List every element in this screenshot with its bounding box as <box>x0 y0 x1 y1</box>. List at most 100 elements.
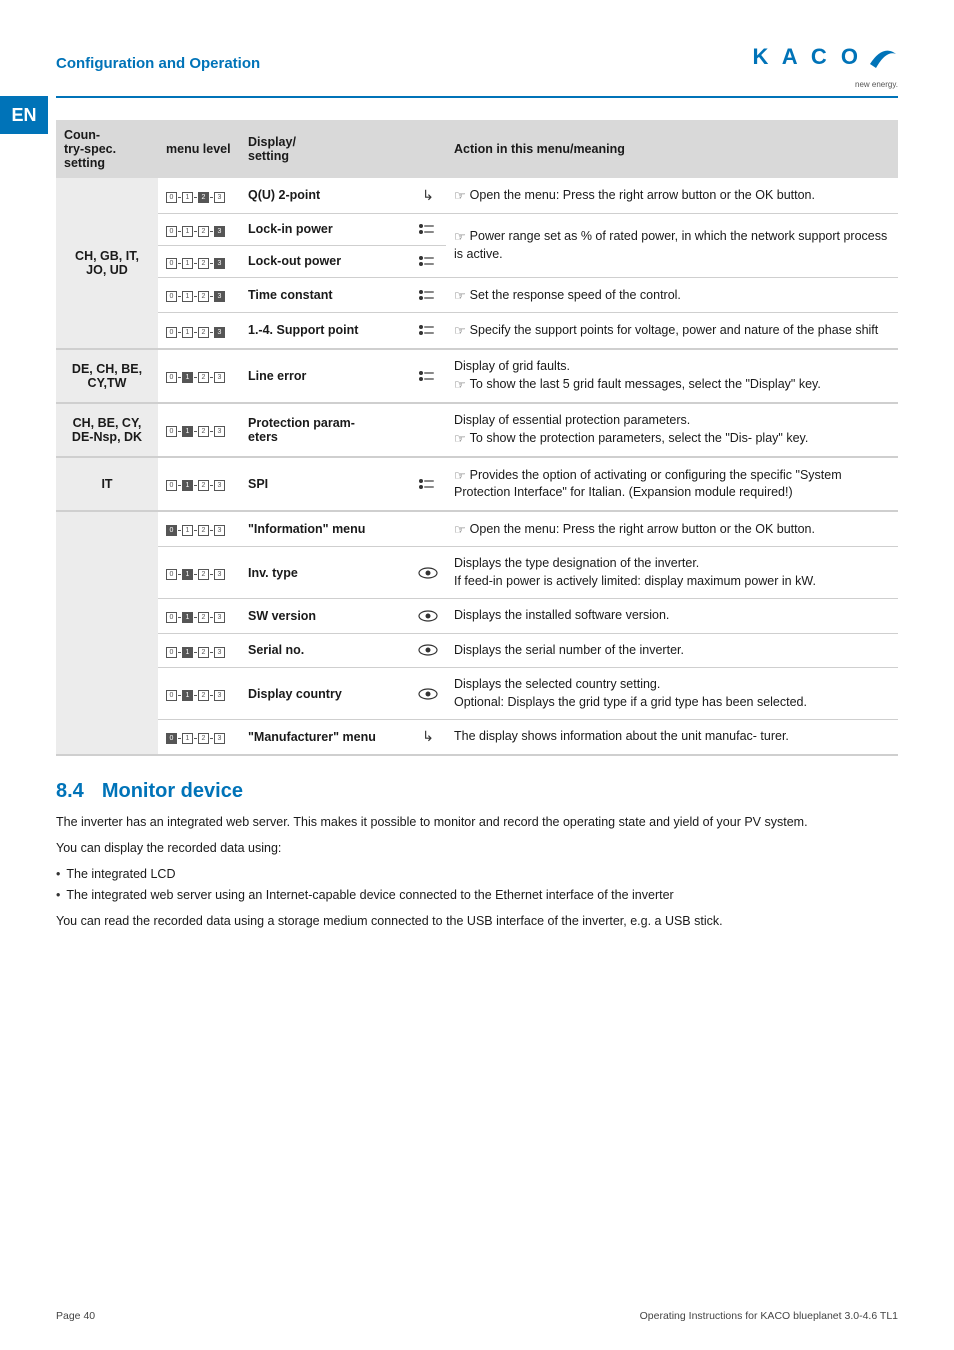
table-row: 0123 "Information" menu ☞Open the menu: Pr… <box>56 511 898 547</box>
table-row: 0123Time constant☞Set the response speed… <box>56 277 898 313</box>
menu-level-cell: 0123 <box>158 213 240 245</box>
table-row: 0123 1.-4. Support point ☞Specify the supp… <box>56 313 898 349</box>
action-cell: ☞Specify the support points for voltage,… <box>446 313 898 349</box>
heading-text: Monitor device <box>102 780 243 802</box>
hand-icon: ☞ <box>454 187 466 205</box>
type-icon-cell <box>410 457 446 511</box>
heading-8-4: 8.4 Monitor device <box>56 780 898 803</box>
submenu-arrow-icon: ↳ <box>422 728 434 744</box>
slider-icon <box>418 323 438 337</box>
type-icon-cell <box>410 313 446 349</box>
display-cell: Time constant <box>240 277 410 313</box>
table-row: CH, GB, IT, JO, UD0123Q(U) 2-point↳☞Open… <box>56 178 898 213</box>
display-cell: Line error <box>240 349 410 403</box>
country-cell <box>56 511 158 755</box>
eye-icon <box>418 610 438 622</box>
display-cell: "Information" menu <box>240 511 410 547</box>
type-icon-cell <box>410 511 446 547</box>
country-cell: DE, CH, BE, CY,TW <box>56 349 158 403</box>
header-rule <box>56 96 898 98</box>
display-cell: "Manufacturer" menu <box>240 720 410 755</box>
display-cell: Lock-in power <box>240 213 410 245</box>
action-cell: Displays the serial number of the invert… <box>446 633 898 668</box>
section-title: Configuration and Operation <box>56 55 260 72</box>
th-action: Action in this menu/meaning <box>446 120 898 178</box>
slider-icon <box>418 477 438 491</box>
table-row: 0123 Display country Displays the selected… <box>56 668 898 720</box>
type-icon-cell <box>410 547 446 599</box>
action-cell: Displays the type designation of the inv… <box>446 547 898 599</box>
menu-level-cell: 0123 <box>158 599 240 634</box>
th-icon <box>410 120 446 178</box>
action-cell: Display of essential protection paramete… <box>446 403 898 457</box>
hand-icon: ☞ <box>454 376 466 394</box>
display-cell: Protection param- eters <box>240 403 410 457</box>
action-cell: ☞Set the response speed of the control. <box>446 277 898 313</box>
menu-level-icon: 0123 <box>166 733 225 744</box>
hand-icon: ☞ <box>454 322 466 340</box>
display-cell: Display country <box>240 668 410 720</box>
menu-level-cell: 0123 <box>158 720 240 755</box>
logo-subtext: new energy. <box>855 80 898 89</box>
footer-left: Page 40 <box>56 1310 95 1322</box>
footer-right: Operating Instructions for KACO blueplan… <box>640 1310 898 1322</box>
menu-level-icon: 0123 <box>166 569 225 580</box>
type-icon-cell <box>410 403 446 457</box>
type-icon-cell <box>410 599 446 634</box>
menu-level-cell: 0123 <box>158 668 240 720</box>
action-cell: ☞Open the menu: Press the right arrow bu… <box>446 511 898 547</box>
action-cell: ☞Open the menu: Press the right arrow bu… <box>446 178 898 213</box>
menu-level-icon: 0123 <box>166 327 225 338</box>
action-cell: Display of grid faults.☞To show the last… <box>446 349 898 403</box>
submenu-arrow-icon: ↳ <box>422 187 434 203</box>
heading-number: 8.4 <box>56 780 84 802</box>
display-cell: SPI <box>240 457 410 511</box>
hand-icon: ☞ <box>454 228 466 246</box>
slider-icon <box>418 369 438 383</box>
eye-icon <box>418 644 438 656</box>
language-tab: EN <box>0 96 48 134</box>
country-cell: CH, BE, CY, DE-Nsp, DK <box>56 403 158 457</box>
display-cell: 1.-4. Support point <box>240 313 410 349</box>
para-2: You can display the recorded data using: <box>56 839 898 857</box>
bullet-1: The integrated LCD <box>56 865 898 884</box>
page-footer: Page 40 Operating Instructions for KACO … <box>56 1310 898 1322</box>
menu-level-icon: 0123 <box>166 372 225 383</box>
table-row: CH, BE, CY, DE-Nsp, DK 0123 Protection par… <box>56 403 898 457</box>
bullet-2: The integrated web server using an Inter… <box>56 886 898 905</box>
type-icon-cell <box>410 277 446 313</box>
action-cell: The display shows information about the … <box>446 720 898 755</box>
menu-level-icon: 0123 <box>166 426 225 437</box>
country-cell: IT <box>56 457 158 511</box>
menu-level-icon: 0123 <box>166 612 225 623</box>
slider-icon <box>418 288 438 302</box>
settings-table: Coun- try-spec. setting menu level Displ… <box>56 120 898 756</box>
menu-level-cell: 0123 <box>158 313 240 349</box>
hand-icon: ☞ <box>454 467 466 485</box>
display-cell: Inv. type <box>240 547 410 599</box>
logo: K A C O <box>753 42 898 72</box>
logo-swoosh-icon <box>868 42 898 72</box>
menu-level-icon: 0123 <box>166 690 225 701</box>
table-row: 0123Lock-in power☞Power range set as % o… <box>56 213 898 245</box>
menu-level-cell: 0123 <box>158 178 240 213</box>
action-cell: Displays the selected country setting.Op… <box>446 668 898 720</box>
type-icon-cell: ↳ <box>410 178 446 213</box>
para-1: The inverter has an integrated web serve… <box>56 813 898 831</box>
slider-icon <box>418 254 438 268</box>
menu-level-cell: 0123 <box>158 403 240 457</box>
table-row: 0123SW versionDisplays the installed sof… <box>56 599 898 634</box>
para-3: You can read the recorded data using a s… <box>56 912 898 930</box>
type-icon-cell <box>410 349 446 403</box>
menu-level-icon: 0123 <box>166 525 225 536</box>
table-row: 0123 "Manufacturer" menu ↳ The display show… <box>56 720 898 755</box>
menu-level-cell: 0123 <box>158 547 240 599</box>
eye-icon <box>418 567 438 579</box>
logo-text: K A C O <box>753 44 862 70</box>
type-icon-cell: ↳ <box>410 720 446 755</box>
action-cell: Displays the installed software version. <box>446 599 898 634</box>
th-menu: menu level <box>158 120 240 178</box>
menu-level-icon: 0123 <box>166 192 225 203</box>
type-icon-cell <box>410 245 446 277</box>
eye-icon <box>418 688 438 700</box>
